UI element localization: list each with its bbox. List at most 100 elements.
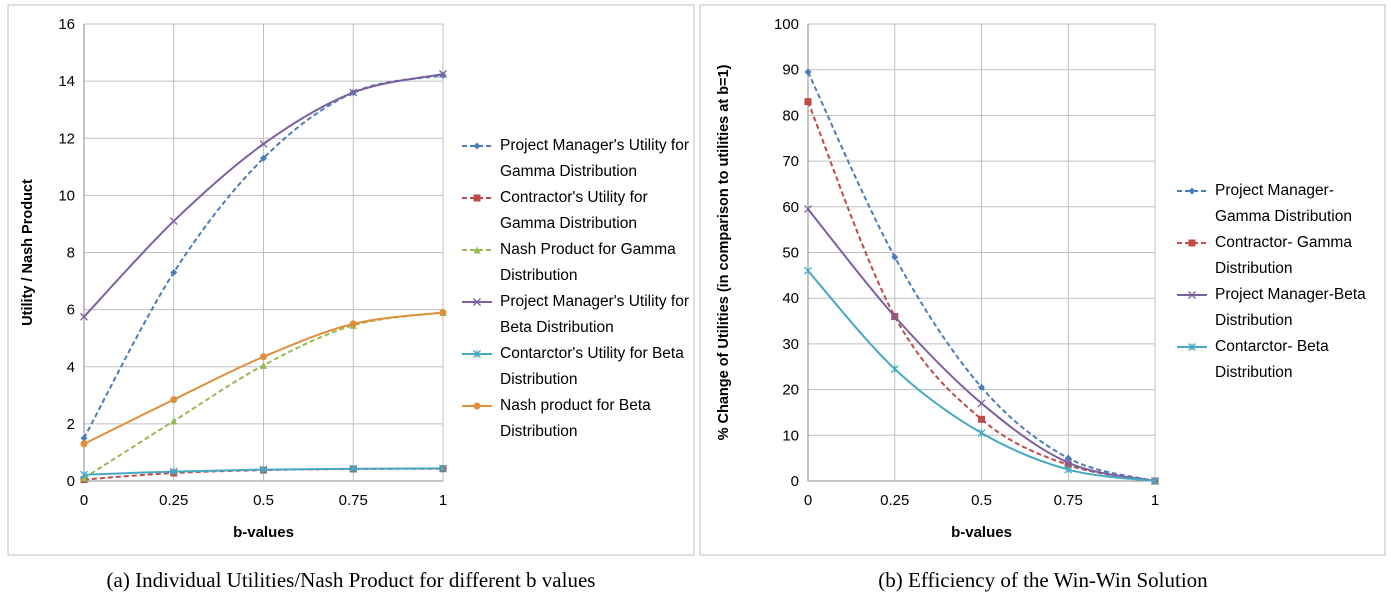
legend-label: Project Manager's Utility for Gamma Dist… (500, 137, 690, 180)
x-tick-label: 0.5 (253, 492, 274, 509)
marker (891, 253, 899, 261)
legend-item: Contractor's Utility for Gamma Distribut… (460, 185, 698, 237)
caption: (a) Individual Utilities/Nash Product fo… (106, 568, 596, 592)
legend-item: Contractor- Gamma Distribution (1175, 230, 1375, 282)
chart-frame (699, 4, 1386, 556)
marker (349, 320, 357, 328)
marker (80, 434, 88, 442)
marker (260, 353, 267, 361)
series-line (807, 101, 1156, 482)
y-tick-label: 20 (782, 382, 799, 399)
marker (80, 312, 88, 321)
y-tick-label: 8 (67, 245, 75, 262)
marker (259, 465, 268, 474)
x-axis-label: b-values (233, 524, 294, 541)
y-tick-label: 100 (774, 16, 799, 33)
y-tick-label: 10 (58, 187, 75, 204)
y-tick-label: 50 (782, 245, 799, 262)
marker (1064, 465, 1073, 474)
marker (473, 194, 481, 202)
marker (439, 464, 447, 473)
y-tick-label: 80 (782, 107, 799, 124)
legend-label: Contractor's Utility for Gamma Distribut… (500, 189, 648, 232)
marker (1188, 239, 1196, 247)
y-tick-label: 10 (782, 427, 799, 444)
marker (349, 88, 358, 97)
marker (890, 365, 899, 373)
marker (169, 217, 178, 226)
legend-item: Nash Product for Gamma Distribution (460, 237, 698, 289)
marker (473, 350, 481, 358)
marker (169, 467, 178, 476)
marker (1188, 291, 1196, 299)
legend-label: Nash Product for Gamma Distribution (500, 241, 676, 284)
marker (170, 268, 178, 276)
y-tick-label: 0 (791, 473, 799, 490)
chart: 0 2 4 6 8 10 12 14 16 0 0.25 0.5 0.75 1 b-values Utilit… (7, 4, 695, 556)
marker (1064, 454, 1072, 462)
y-tick-label: 40 (782, 290, 799, 307)
series-line (807, 71, 1156, 482)
y-tick-label: 16 (58, 16, 75, 33)
x-tick-label: 0.75 (339, 492, 368, 509)
marker (439, 70, 447, 78)
y-axis-label: Utility / Nash Product (20, 179, 36, 326)
marker (1188, 187, 1196, 195)
x-tick-label: 0.75 (1054, 492, 1083, 509)
marker (473, 246, 481, 254)
marker (473, 298, 481, 306)
legend: Project Manager's Utility for Gamma Dist… (460, 133, 698, 445)
legend-label: Project Manager-Beta Distribution (1215, 286, 1366, 329)
legend-swatch (462, 142, 492, 150)
legend-swatch (1177, 187, 1207, 195)
legend-item: Project Manager- Gamma Distribution (1175, 178, 1375, 230)
marker (1151, 477, 1159, 485)
legend-swatch (462, 402, 492, 410)
series-line (807, 270, 1156, 482)
y-tick-label: 70 (782, 153, 799, 170)
marker (804, 266, 812, 275)
legend-label: Nash product for Beta Distribution (500, 397, 651, 440)
legend-item: Nash product for Beta Distribution (460, 393, 698, 445)
marker (977, 429, 986, 437)
marker (978, 383, 985, 391)
legend-item: Contarctor- Beta Distribution (1175, 334, 1375, 386)
y-tick-label: 2 (67, 416, 75, 433)
marker (170, 396, 178, 404)
x-tick-label: 0.5 (971, 492, 992, 509)
x-tick-label: 0.25 (880, 492, 909, 509)
marker (804, 98, 812, 106)
legend-item: Project Manager's Utility for Beta Distr… (460, 289, 698, 341)
legend-swatch (462, 246, 492, 254)
legend-swatch (1177, 291, 1207, 299)
marker (977, 399, 986, 408)
y-tick-label: 12 (58, 130, 75, 147)
marker (170, 417, 178, 425)
legend-swatch (462, 298, 492, 306)
chart-frame (7, 4, 695, 556)
caption: (b) Efficiency of the Win-Win Solution (878, 568, 1208, 592)
y-tick-label: 14 (58, 73, 75, 90)
legend-item: Project Manager's Utility for Gamma Dist… (460, 133, 698, 185)
y-tick-label: 6 (67, 302, 75, 319)
legend-label: Contarctor's Utility for Beta Distributi… (500, 345, 684, 388)
x-tick-label: 1 (439, 492, 447, 509)
x-tick-label: 0 (80, 492, 88, 509)
legend-swatch (1177, 343, 1207, 351)
legend-swatch (1177, 239, 1207, 247)
marker (259, 140, 268, 148)
marker (80, 440, 88, 448)
x-tick-label: 1 (1151, 492, 1159, 509)
marker (260, 154, 267, 162)
legend: Project Manager- Gamma Distribution Contr… (1175, 178, 1375, 386)
marker (804, 205, 812, 214)
marker (473, 142, 481, 150)
marker (890, 312, 899, 321)
legend-item: Project Manager-Beta Distribution (1175, 282, 1375, 334)
legend-label: Contractor- Gamma Distribution (1215, 234, 1352, 277)
y-tick-label: 0 (67, 473, 75, 490)
y-tick-label: 4 (67, 359, 75, 376)
marker (1064, 458, 1073, 467)
